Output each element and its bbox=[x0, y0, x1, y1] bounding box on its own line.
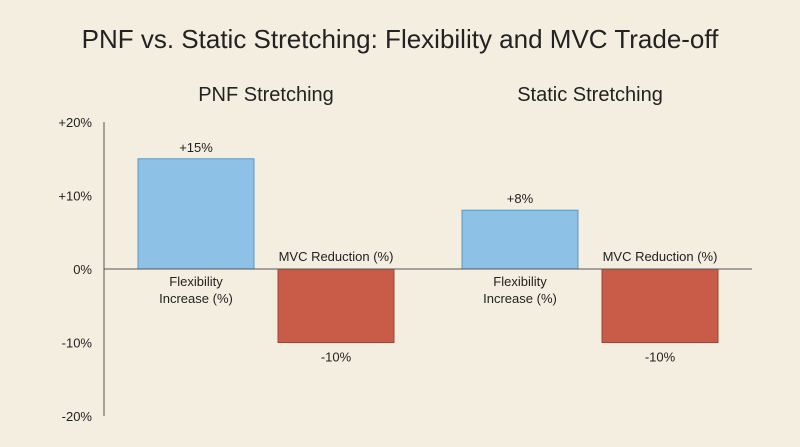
bar-category-label: Flexibility bbox=[169, 274, 223, 289]
bar-value-label: +8% bbox=[507, 191, 534, 206]
bar bbox=[137, 158, 255, 270]
chart-title: PNF vs. Static Stretching: Flexibility a… bbox=[82, 24, 720, 54]
bar-value-label: -10% bbox=[321, 350, 352, 365]
bar-value-label: -10% bbox=[645, 350, 676, 365]
bar bbox=[277, 268, 395, 343]
bar bbox=[601, 268, 719, 343]
axes: +20% +10% 0% -10% -20% bbox=[58, 115, 105, 424]
bar bbox=[461, 209, 579, 270]
y-tick-label: +20% bbox=[58, 115, 92, 130]
bar-groups: PNF Stretching +15% Flexibility Increase (%… bbox=[104, 84, 752, 365]
bar-category-label: Flexibility bbox=[493, 274, 547, 289]
y-tick-label: 0% bbox=[73, 262, 92, 277]
bar-value-label: +15% bbox=[179, 140, 213, 155]
bar-group: Static Stretching +8% Flexibility Increase … bbox=[461, 84, 719, 365]
bar-category-label: MVC Reduction (%) bbox=[279, 249, 394, 264]
bar-category-label: Increase (%) bbox=[159, 291, 233, 306]
bar-category-label: MVC Reduction (%) bbox=[603, 249, 718, 264]
bar-group: PNF Stretching +15% Flexibility Increase (%… bbox=[137, 84, 395, 365]
y-tick-label: +10% bbox=[58, 189, 92, 204]
y-tick-label: -10% bbox=[62, 336, 93, 351]
bar-category-label: Increase (%) bbox=[483, 291, 557, 306]
group-title: PNF Stretching bbox=[198, 84, 334, 106]
group-title: Static Stretching bbox=[517, 84, 663, 106]
y-tick-label: -20% bbox=[62, 409, 93, 424]
